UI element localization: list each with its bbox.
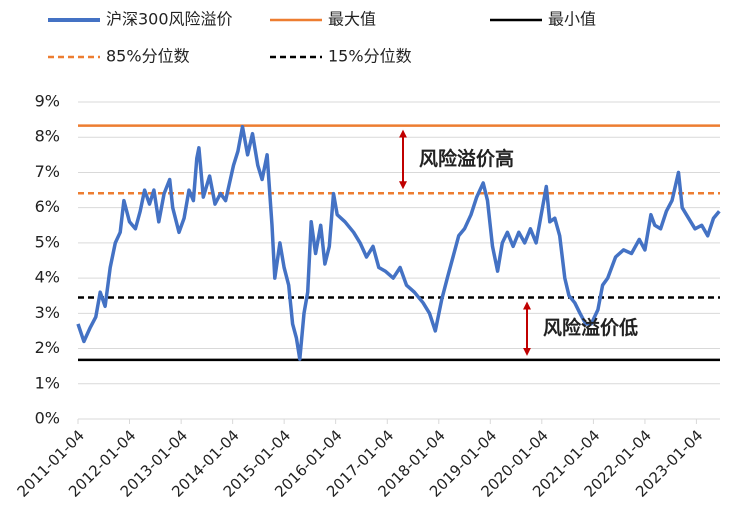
legend-label: 最小值	[548, 10, 596, 29]
y-tick-label: 2%	[35, 338, 60, 357]
y-tick-label: 0%	[35, 409, 60, 428]
y-tick-label: 4%	[35, 268, 60, 287]
legend-label: 85%分位数	[106, 47, 190, 66]
annotation: 风险溢价高	[419, 147, 514, 170]
legend-label: 最大值	[328, 10, 376, 29]
y-tick-label: 7%	[35, 162, 60, 181]
y-tick-label: 8%	[35, 127, 60, 146]
data-line	[76, 124, 721, 361]
y-tick-label: 5%	[35, 232, 60, 251]
legend-label: 沪深300风险溢价	[106, 10, 233, 29]
legend-label: 15%分位数	[328, 47, 412, 66]
y-tick-label: 3%	[35, 303, 60, 322]
y-tick-label: 9%	[35, 92, 60, 111]
y-tick-label: 6%	[35, 197, 60, 216]
y-tick-label: 1%	[35, 373, 60, 392]
annotation: 风险溢价低	[543, 316, 638, 339]
